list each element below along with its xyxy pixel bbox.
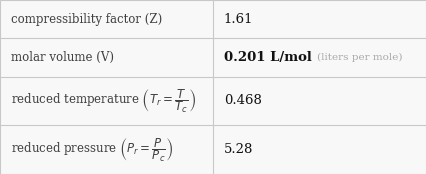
Text: 5.28: 5.28: [224, 143, 253, 156]
Text: compressibility factor (Z): compressibility factor (Z): [11, 13, 162, 26]
Text: 0.201 L/mol: 0.201 L/mol: [224, 51, 311, 64]
Text: reduced temperature $\left(T_r{=}\dfrac{T}{T_c}\right)$: reduced temperature $\left(T_r{=}\dfrac{…: [11, 87, 196, 115]
Text: molar volume (V): molar volume (V): [11, 51, 114, 64]
Text: 1.61: 1.61: [224, 13, 253, 26]
Text: 0.468: 0.468: [224, 94, 262, 107]
Text: (liters per mole): (liters per mole): [317, 53, 403, 62]
Text: reduced pressure $\left(P_r{=}\dfrac{P}{P_c}\right)$: reduced pressure $\left(P_r{=}\dfrac{P}{…: [11, 136, 173, 164]
